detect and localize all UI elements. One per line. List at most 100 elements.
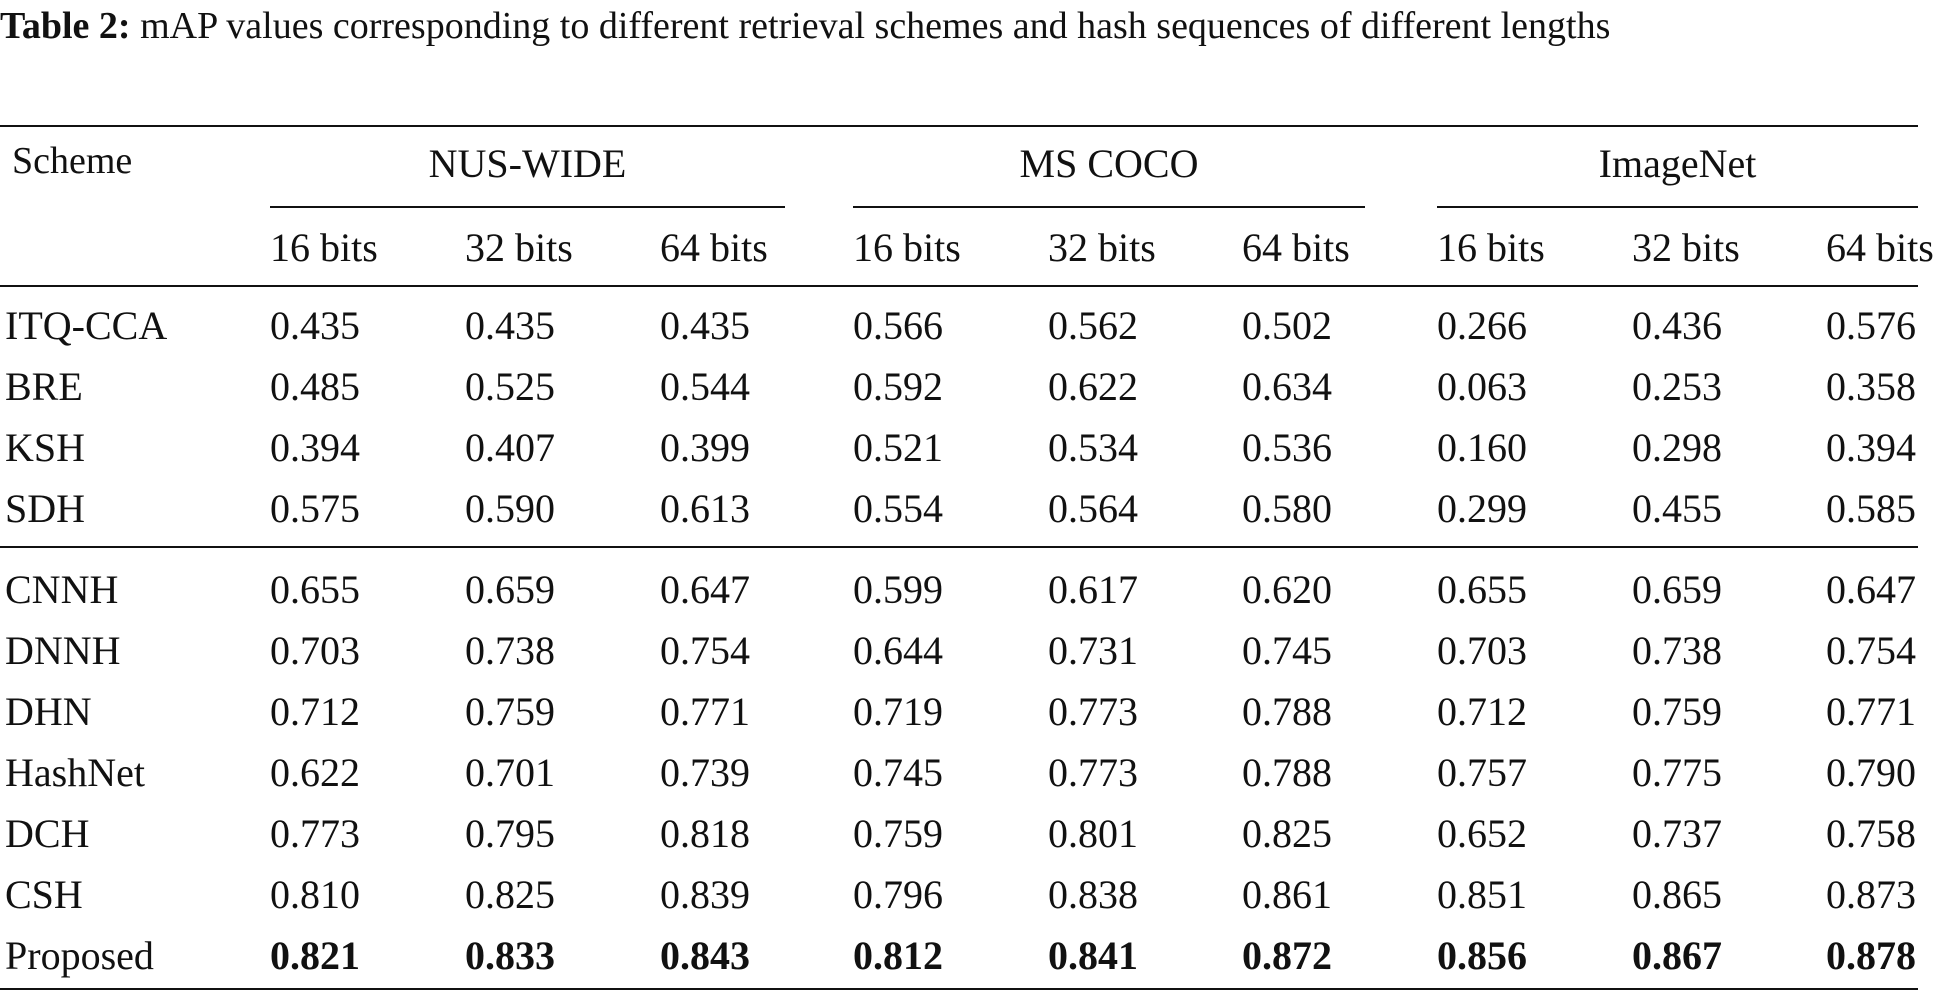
- map-value: 0.564: [1048, 486, 1138, 531]
- map-value: 0.554: [853, 486, 943, 531]
- map-value: 0.703: [270, 628, 360, 673]
- map-value: 0.525: [465, 364, 555, 409]
- map-value: 0.773: [1048, 689, 1138, 734]
- scheme-name: DCH: [5, 811, 90, 856]
- bits-header: 16 bits: [853, 225, 961, 270]
- table-caption: Table 2: mAP values corresponding to dif…: [0, 0, 1918, 52]
- map-value: 0.795: [465, 811, 555, 856]
- map-value: 0.737: [1632, 811, 1722, 856]
- map-value: 0.566: [853, 303, 943, 348]
- map-value: 0.757: [1437, 750, 1527, 795]
- caption-text: mAP values corresponding to different re…: [140, 5, 1611, 47]
- map-value: 0.738: [465, 628, 555, 673]
- map-value: 0.534: [1048, 425, 1138, 470]
- map-value: 0.833: [465, 933, 555, 978]
- map-value: 0.719: [853, 689, 943, 734]
- map-value: 0.775: [1632, 750, 1722, 795]
- map-value: 0.544: [660, 364, 750, 409]
- map-value: 0.394: [1826, 425, 1916, 470]
- map-value: 0.585: [1826, 486, 1916, 531]
- map-value: 0.521: [853, 425, 943, 470]
- scheme-name: ITQ-CCA: [5, 303, 168, 348]
- map-value: 0.647: [1826, 567, 1916, 612]
- map-value: 0.701: [465, 750, 555, 795]
- map-value: 0.759: [465, 689, 555, 734]
- map-value: 0.812: [853, 933, 943, 978]
- bits-header: 16 bits: [270, 225, 378, 270]
- map-value: 0.590: [465, 486, 555, 531]
- map-value: 0.436: [1632, 303, 1722, 348]
- map-value: 0.620: [1242, 567, 1332, 612]
- group-underline: [853, 206, 1365, 208]
- map-value: 0.745: [1242, 628, 1332, 673]
- map-value: 0.712: [1437, 689, 1527, 734]
- scheme-name: BRE: [5, 364, 83, 409]
- map-value: 0.575: [270, 486, 360, 531]
- map-value: 0.754: [1826, 628, 1916, 673]
- bits-header: 64 bits: [1242, 225, 1350, 270]
- scheme-name: CSH: [5, 872, 83, 917]
- group-header: NUS-WIDE: [428, 141, 627, 186]
- map-value: 0.843: [660, 933, 750, 978]
- group-underline: [270, 206, 785, 208]
- map-value: 0.818: [660, 811, 750, 856]
- scheme-name: CNNH: [5, 567, 119, 612]
- map-value: 0.861: [1242, 872, 1332, 917]
- map-value: 0.160: [1437, 425, 1527, 470]
- map-value: 0.655: [270, 567, 360, 612]
- map-value: 0.841: [1048, 933, 1138, 978]
- section-rule: [0, 546, 1918, 548]
- map-value: 0.647: [660, 567, 750, 612]
- map-value: 0.773: [1048, 750, 1138, 795]
- map-value: 0.655: [1437, 567, 1527, 612]
- map-value: 0.788: [1242, 689, 1332, 734]
- map-value: 0.790: [1826, 750, 1916, 795]
- bits-header: 32 bits: [465, 225, 573, 270]
- map-value: 0.063: [1437, 364, 1527, 409]
- map-value: 0.622: [1048, 364, 1138, 409]
- map-value: 0.502: [1242, 303, 1332, 348]
- map-value: 0.592: [853, 364, 943, 409]
- map-value: 0.865: [1632, 872, 1722, 917]
- map-value: 0.613: [660, 486, 750, 531]
- map-value: 0.407: [465, 425, 555, 470]
- map-value: 0.634: [1242, 364, 1332, 409]
- map-value: 0.562: [1048, 303, 1138, 348]
- map-value: 0.299: [1437, 486, 1527, 531]
- bits-header: 64 bits: [660, 225, 768, 270]
- map-value: 0.298: [1632, 425, 1722, 470]
- bits-header: 32 bits: [1632, 225, 1740, 270]
- map-value: 0.796: [853, 872, 943, 917]
- map-value: 0.731: [1048, 628, 1138, 673]
- map-value: 0.839: [660, 872, 750, 917]
- map-value: 0.739: [660, 750, 750, 795]
- map-value: 0.801: [1048, 811, 1138, 856]
- map-value: 0.788: [1242, 750, 1332, 795]
- bottom-rule: [0, 988, 1918, 990]
- map-value: 0.435: [465, 303, 555, 348]
- map-value: 0.358: [1826, 364, 1916, 409]
- map-value: 0.771: [1826, 689, 1916, 734]
- scheme-name: KSH: [5, 425, 86, 470]
- map-value: 0.759: [1632, 689, 1722, 734]
- map-value: 0.536: [1242, 425, 1332, 470]
- map-value: 0.825: [1242, 811, 1332, 856]
- group-header: ImageNet: [1598, 141, 1757, 186]
- map-value: 0.759: [853, 811, 943, 856]
- bits-header: 32 bits: [1048, 225, 1156, 270]
- map-value: 0.599: [853, 567, 943, 612]
- map-value: 0.644: [853, 628, 943, 673]
- map-value: 0.825: [465, 872, 555, 917]
- map-value: 0.399: [660, 425, 750, 470]
- map-value: 0.771: [660, 689, 750, 734]
- map-value: 0.810: [270, 872, 360, 917]
- bits-header: 16 bits: [1437, 225, 1545, 270]
- map-value: 0.617: [1048, 567, 1138, 612]
- group-underline: [1437, 206, 1918, 208]
- map-value: 0.455: [1632, 486, 1722, 531]
- scheme-header: Scheme: [12, 140, 133, 182]
- map-value: 0.712: [270, 689, 360, 734]
- group-header: MS COCO: [1019, 141, 1199, 186]
- map-value: 0.394: [270, 425, 360, 470]
